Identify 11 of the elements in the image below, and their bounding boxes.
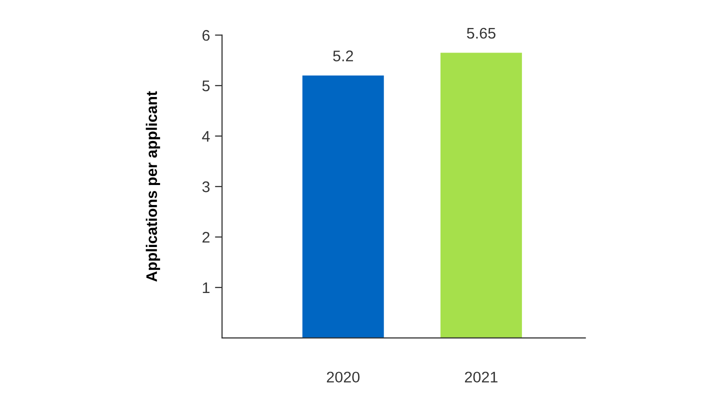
x-tick-label: 2021	[464, 372, 498, 383]
y-tick-label: 2	[202, 232, 210, 243]
y-tick-label: 4	[202, 131, 210, 142]
data-label: 5.65	[466, 28, 496, 39]
y-tick-label: 5	[202, 80, 210, 92]
y-axis-title: Applications per applicant	[146, 91, 160, 282]
data-label: 5.2	[333, 50, 353, 62]
y-tick-label: 6	[202, 30, 210, 41]
y-tick-label: 1	[202, 282, 210, 294]
x-tick-label: 2020	[326, 372, 360, 383]
y-tick-label: 3	[202, 181, 210, 192]
